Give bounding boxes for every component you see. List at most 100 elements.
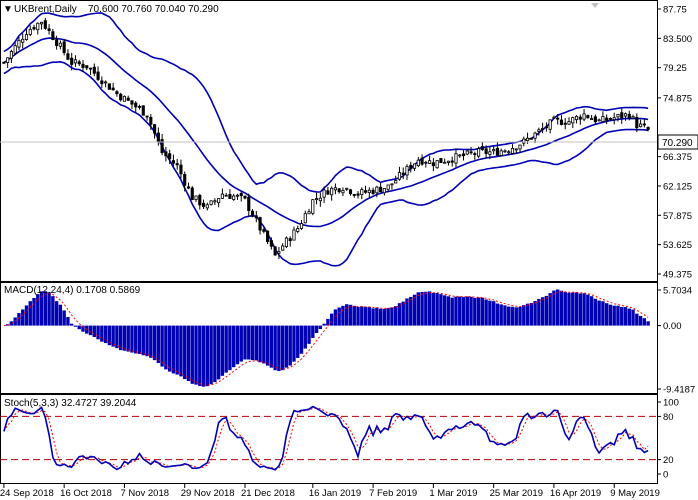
candle[interactable] — [311, 199, 315, 216]
candle[interactable] — [239, 191, 243, 202]
candle[interactable] — [81, 59, 85, 73]
candle[interactable] — [299, 219, 304, 230]
candle[interactable] — [503, 149, 507, 153]
candle[interactable] — [126, 95, 130, 102]
candle[interactable] — [220, 188, 224, 200]
candle[interactable] — [62, 39, 66, 56]
candle[interactable] — [307, 208, 311, 215]
candle[interactable] — [439, 158, 443, 164]
candle[interactable] — [578, 114, 582, 125]
candle[interactable] — [183, 171, 187, 192]
candle[interactable] — [454, 148, 458, 168]
candle[interactable] — [156, 127, 160, 146]
candle[interactable] — [232, 193, 236, 201]
candle[interactable] — [254, 210, 258, 223]
candle[interactable] — [235, 193, 240, 200]
candle[interactable] — [209, 200, 213, 206]
candle[interactable] — [623, 112, 628, 121]
candle[interactable] — [303, 210, 307, 224]
candle[interactable] — [345, 187, 349, 191]
candle[interactable] — [590, 114, 594, 121]
candle[interactable] — [379, 182, 383, 193]
candle[interactable] — [269, 237, 273, 250]
candle[interactable] — [243, 195, 247, 200]
candle[interactable] — [145, 115, 149, 121]
candle[interactable] — [593, 114, 597, 125]
candle[interactable] — [111, 82, 115, 91]
candle[interactable] — [390, 183, 394, 190]
candle[interactable] — [382, 188, 386, 196]
candle[interactable] — [171, 154, 175, 167]
candle[interactable] — [333, 183, 337, 195]
chart-menu-icon[interactable]: ▼ — [3, 4, 13, 15]
candle[interactable] — [273, 246, 277, 256]
candle[interactable] — [552, 115, 556, 119]
candle[interactable] — [2, 61, 6, 65]
candle[interactable] — [92, 63, 96, 77]
candle[interactable] — [431, 158, 435, 172]
candle[interactable] — [137, 104, 142, 110]
candle[interactable] — [458, 154, 462, 158]
candle[interactable] — [529, 137, 533, 140]
candle[interactable] — [277, 247, 281, 259]
candle[interactable] — [32, 24, 36, 31]
candle[interactable] — [205, 202, 209, 211]
candle[interactable] — [322, 186, 326, 203]
candle[interactable] — [47, 24, 51, 35]
candle[interactable] — [484, 145, 488, 159]
candle[interactable] — [571, 116, 575, 128]
candle[interactable] — [201, 199, 206, 210]
candle[interactable] — [646, 126, 650, 132]
candle[interactable] — [17, 36, 21, 51]
macd-plot[interactable] — [3, 289, 650, 387]
candle[interactable] — [326, 186, 330, 195]
candle[interactable] — [153, 123, 157, 139]
candle[interactable] — [405, 164, 409, 180]
candle[interactable] — [122, 95, 127, 102]
candle[interactable] — [224, 192, 228, 197]
candle[interactable] — [469, 146, 473, 155]
candle[interactable] — [394, 175, 398, 184]
candle[interactable] — [356, 191, 360, 199]
candle[interactable] — [461, 150, 466, 161]
candle[interactable] — [164, 146, 168, 162]
candle[interactable] — [541, 122, 545, 134]
candle[interactable] — [424, 160, 428, 168]
candle[interactable] — [620, 108, 624, 124]
candle[interactable] — [213, 198, 217, 206]
candle[interactable] — [477, 146, 481, 159]
candle[interactable] — [627, 110, 631, 121]
candle[interactable] — [507, 150, 511, 156]
candle[interactable] — [13, 42, 17, 55]
candle[interactable] — [386, 184, 390, 193]
candle[interactable] — [608, 117, 613, 121]
candle[interactable] — [522, 136, 526, 147]
candle[interactable] — [341, 187, 345, 197]
candle[interactable] — [563, 118, 567, 130]
candle[interactable] — [318, 192, 322, 207]
candle[interactable] — [134, 101, 138, 113]
candle[interactable] — [100, 76, 104, 89]
candle[interactable] — [58, 40, 62, 50]
candle[interactable] — [6, 57, 10, 69]
candle[interactable] — [635, 113, 639, 133]
candle[interactable] — [412, 163, 417, 172]
candle[interactable] — [296, 225, 300, 234]
candle[interactable] — [194, 195, 198, 203]
candle[interactable] — [104, 80, 108, 88]
candle[interactable] — [73, 55, 78, 67]
candle[interactable] — [284, 236, 289, 249]
candle[interactable] — [488, 146, 492, 160]
candle[interactable] — [556, 114, 560, 125]
candle[interactable] — [141, 105, 145, 116]
candle[interactable] — [217, 198, 221, 208]
candle[interactable] — [514, 148, 518, 154]
candle[interactable] — [586, 114, 590, 119]
stoch-plot[interactable] — [0, 405, 657, 471]
candle[interactable] — [582, 109, 586, 122]
candle[interactable] — [518, 144, 522, 153]
candle[interactable] — [266, 230, 270, 245]
candle[interactable] — [330, 186, 334, 201]
candle[interactable] — [450, 156, 454, 167]
